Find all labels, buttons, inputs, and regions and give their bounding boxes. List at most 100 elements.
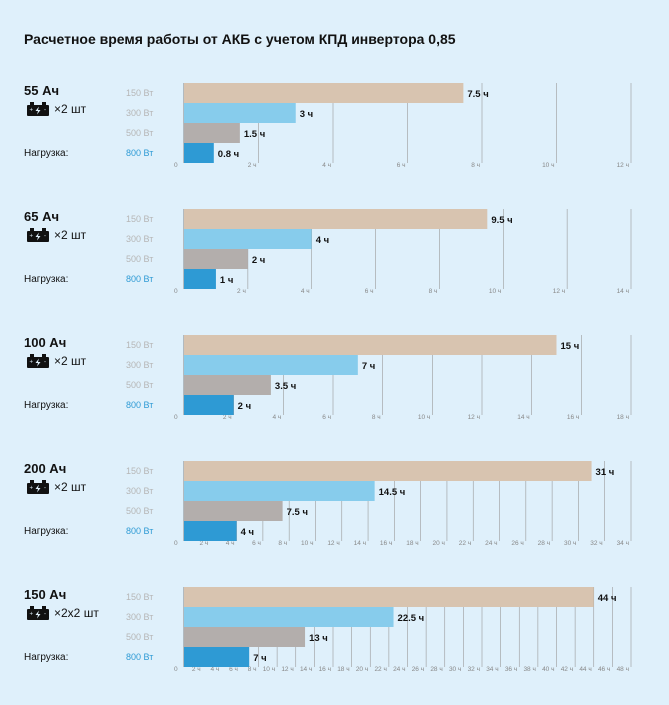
tick-label: 16 ч [380, 540, 392, 547]
bar [184, 627, 306, 647]
tick-label: 10 ч [263, 666, 275, 673]
tick-label: 48 ч [617, 666, 629, 673]
value-label: 2 ч [238, 401, 251, 412]
tick-label: 14 ч [517, 414, 529, 421]
category-label: 300 Вт [126, 486, 153, 496]
category-label: 800 Вт [126, 652, 153, 662]
bar [184, 607, 394, 627]
tick-label: 12 ч [553, 288, 565, 295]
tick-label: 30 ч [449, 666, 461, 673]
category-label: 150 Вт [126, 592, 153, 602]
bar [184, 481, 375, 501]
tick-label: 2 ч [223, 414, 232, 421]
value-label: 31 ч [596, 467, 615, 478]
value-label: 7.5 ч [467, 89, 488, 100]
bar-chart: 0 2 ч 4 ч 6 ч 8 ч 10 ч 12 ч 14 ч 16 ч 18 ч 20 ч 22 … [126, 587, 632, 673]
tick-label: 8 ч [248, 666, 257, 673]
tick-label: 0 [174, 540, 178, 547]
battery-icon: + - [27, 606, 49, 620]
tick-label: 2 ч [192, 666, 201, 673]
bar-chart: 0 2 ч 4 ч 6 ч 8 ч 10 ч 12 ч 14 ч 150 Вт 9.5 ч 300 … [126, 209, 632, 295]
page-title: Расчетное время работы от АКБ с учетом К… [24, 31, 456, 47]
tick-label: 4 ч [301, 288, 310, 295]
bar-chart: 0 2 ч 4 ч 6 ч 8 ч 10 ч 12 ч 150 Вт 7.5 ч 300 Вт 3 … [126, 83, 632, 169]
category-label: 300 Вт [126, 108, 153, 118]
tick-label: 0 [174, 666, 178, 673]
bar [184, 521, 237, 541]
category-label: 300 Вт [126, 360, 153, 370]
bar [184, 123, 240, 143]
tick-label: 14 ч [617, 288, 629, 295]
tick-label: 16 ч [567, 414, 579, 421]
bar [184, 335, 557, 355]
bar [184, 209, 488, 229]
category-label: 150 Вт [126, 466, 153, 476]
tick-label: 12 ч [281, 666, 293, 673]
value-label: 15 ч [561, 341, 580, 352]
value-label: 14.5 ч [379, 487, 406, 498]
value-label: 3 ч [300, 109, 313, 120]
load-label: Нагрузка: [24, 148, 69, 159]
category-label: 800 Вт [126, 274, 153, 284]
tick-label: 8 ч [278, 540, 287, 547]
value-label: 4 ч [316, 235, 329, 246]
battery-capacity: 100 Ач [24, 335, 67, 350]
tick-label: 40 ч [542, 666, 554, 673]
tick-label: 10 ч [542, 162, 554, 169]
tick-label: 0 [174, 414, 178, 421]
tick-label: 22 ч [374, 666, 386, 673]
tick-label: 10 ч [489, 288, 501, 295]
tick-label: 20 ч [356, 666, 368, 673]
category-label: 150 Вт [126, 340, 153, 350]
tick-label: 6 ч [322, 414, 331, 421]
value-label: 22.5 ч [398, 613, 425, 624]
bar-chart: 0 2 ч 4 ч 6 ч 8 ч 10 ч 12 ч 14 ч 16 ч 18 ч 150 Вт 1… [126, 335, 632, 421]
tick-label: 4 ч [273, 414, 282, 421]
svg-text:+: + [30, 360, 34, 366]
tick-label: 34 ч [617, 540, 629, 547]
tick-label: 42 ч [561, 666, 573, 673]
battery-icon: + - [27, 102, 49, 116]
tick-label: 46 ч [598, 666, 610, 673]
tick-label: 4 ч [210, 666, 219, 673]
battery-capacity: 55 Ач [24, 83, 60, 98]
load-label: Нагрузка: [24, 274, 69, 285]
category-label: 500 Вт [126, 128, 153, 138]
battery-quantity: ×2x2 шт [54, 606, 99, 620]
tick-label: 16 ч [319, 666, 331, 673]
tick-label: 22 ч [459, 540, 471, 547]
tick-label: 32 ч [590, 540, 602, 547]
value-label: 1 ч [220, 275, 233, 286]
bar [184, 375, 271, 395]
svg-text:+: + [30, 486, 34, 492]
tick-label: 18 ч [617, 414, 629, 421]
tick-label: 6 ч [397, 162, 406, 169]
battery-quantity: ×2 шт [54, 102, 87, 116]
category-label: 800 Вт [126, 148, 153, 158]
tick-label: 2 ч [237, 288, 246, 295]
tick-label: 8 ч [429, 288, 438, 295]
value-label: 2 ч [252, 255, 265, 266]
category-label: 500 Вт [126, 506, 153, 516]
category-label: 300 Вт [126, 234, 153, 244]
tick-label: 18 ч [337, 666, 349, 673]
tick-label: 44 ч [579, 666, 591, 673]
tick-label: 10 ч [418, 414, 430, 421]
category-label: 500 Вт [126, 380, 153, 390]
tick-label: 18 ч [406, 540, 418, 547]
tick-label: 28 ч [538, 540, 550, 547]
bar [184, 395, 234, 415]
tick-label: 4 ч [322, 162, 331, 169]
tick-label: 14 ч [300, 666, 312, 673]
svg-text:-: - [44, 234, 46, 240]
load-label: Нагрузка: [24, 400, 69, 411]
svg-text:-: - [44, 108, 46, 114]
value-label: 3.5 ч [275, 381, 296, 392]
tick-label: 6 ч [252, 540, 261, 547]
bar [184, 249, 248, 269]
tick-label: 24 ч [393, 666, 405, 673]
